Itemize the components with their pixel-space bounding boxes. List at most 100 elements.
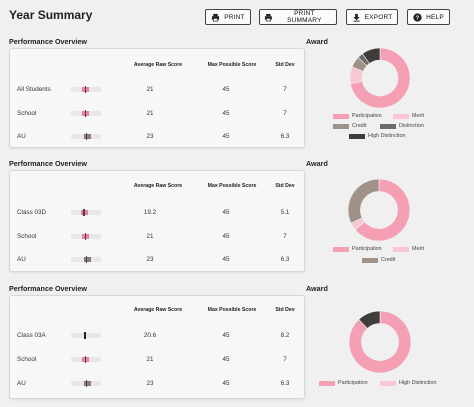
score-bar-marker xyxy=(84,332,86,339)
row-label: AU xyxy=(17,133,26,140)
avg-score: 21 xyxy=(146,233,154,240)
col-header-max: Max Possible Score xyxy=(207,62,257,68)
award-donut-chart xyxy=(349,47,411,109)
std-dev: 7 xyxy=(283,356,287,363)
donut-slice-high-distinction xyxy=(361,47,381,64)
donut-slice-high-distinction xyxy=(358,310,381,329)
legend-swatch xyxy=(393,113,409,119)
legend-swatch xyxy=(380,380,396,386)
legend-swatch xyxy=(380,123,396,129)
max-score: 45 xyxy=(222,110,230,117)
std-dev: 8.2 xyxy=(280,332,290,339)
max-score: 45 xyxy=(222,209,230,216)
award-donut-chart xyxy=(347,178,411,242)
award-title: Award xyxy=(306,284,328,293)
std-dev: 7 xyxy=(283,110,287,117)
legend-item: Participation xyxy=(333,246,382,252)
printer-icon xyxy=(264,13,272,21)
max-score: 45 xyxy=(222,256,230,263)
col-header-avg: Average Raw Score xyxy=(133,307,183,313)
score-bar-marker xyxy=(85,380,88,387)
print-button[interactable]: PRINT xyxy=(205,9,251,25)
legend-swatch xyxy=(362,257,378,263)
donut-slice-participation xyxy=(354,178,411,242)
performance-card: Average Raw Score Max Possible Score Std… xyxy=(9,48,305,148)
row-label: Class 03D xyxy=(17,209,47,216)
legend-label: Merit xyxy=(412,246,424,252)
avg-score: 20.6 xyxy=(143,332,157,339)
legend-label: Distinction xyxy=(399,123,424,129)
legend-item: High Distinction xyxy=(349,133,405,139)
award-title: Award xyxy=(306,159,328,168)
score-bar xyxy=(71,332,101,339)
award-donut-chart xyxy=(348,310,412,374)
score-bar xyxy=(71,256,101,263)
legend-swatch xyxy=(333,123,349,129)
print-summary-label: PRINT SUMMARY xyxy=(287,10,322,24)
legend-swatch xyxy=(349,133,365,139)
legend-label: Participation xyxy=(352,113,382,119)
award-title: Award xyxy=(306,37,328,46)
score-bar xyxy=(71,110,101,117)
max-score: 45 xyxy=(222,332,230,339)
row-label: School xyxy=(17,110,37,117)
donut-slice-credit xyxy=(347,178,380,224)
legend-item: Merit xyxy=(393,113,424,119)
legend-label: Participation xyxy=(352,246,382,252)
donut-slice-participation xyxy=(350,47,411,109)
row-label: School xyxy=(17,356,37,363)
col-header-max: Max Possible Score xyxy=(207,307,257,313)
svg-text:?: ? xyxy=(416,15,420,21)
legend-swatch xyxy=(333,246,349,252)
row-label: School xyxy=(17,233,37,240)
score-bar xyxy=(71,209,101,216)
score-bar-marker xyxy=(84,233,87,240)
score-bar xyxy=(71,86,101,93)
print-label: PRINT xyxy=(224,13,245,21)
legend-item: High Distinction xyxy=(380,380,436,386)
std-dev: 6.3 xyxy=(280,380,290,387)
performance-card: Average Raw Score Max Possible Score Std… xyxy=(9,170,305,272)
legend-label: Participation xyxy=(338,380,368,386)
legend-label: High Distinction xyxy=(368,133,406,139)
legend-item: Distinction xyxy=(380,123,424,129)
help-label: HELP xyxy=(426,13,444,21)
score-bar-marker xyxy=(85,133,88,140)
score-bar xyxy=(71,233,101,240)
avg-score: 21 xyxy=(146,86,154,93)
legend-item: Credit xyxy=(362,257,395,263)
avg-score: 23 xyxy=(146,380,154,387)
std-dev: 5.1 xyxy=(280,209,290,216)
row-label: All Students xyxy=(17,86,51,93)
col-header-sd: Std Dev xyxy=(275,307,295,313)
legend-label: High Distinction xyxy=(399,380,437,386)
section-title: Performance Overview xyxy=(9,37,87,46)
score-bar-marker xyxy=(83,209,85,216)
avg-score: 23 xyxy=(146,133,154,140)
col-header-avg: Average Raw Score xyxy=(133,62,183,68)
download-icon xyxy=(352,13,360,22)
score-bar-marker xyxy=(84,356,87,363)
printer-icon xyxy=(212,13,220,21)
avg-score: 23 xyxy=(146,256,154,263)
legend-label: Credit xyxy=(352,123,367,129)
std-dev: 6.3 xyxy=(280,256,290,263)
score-bar-marker xyxy=(84,110,87,117)
legend-item: Merit xyxy=(393,246,424,252)
max-score: 45 xyxy=(222,356,230,363)
export-button[interactable]: EXPORT xyxy=(346,9,398,25)
avg-score: 21 xyxy=(146,110,154,117)
print-summary-button[interactable]: PRINT SUMMARY xyxy=(259,9,337,25)
score-bar xyxy=(71,133,101,140)
section-title: Performance Overview xyxy=(9,159,87,168)
score-bar xyxy=(71,356,101,363)
performance-card: Average Raw Score Max Possible Score Std… xyxy=(9,295,305,399)
help-button[interactable]: ? HELP xyxy=(407,9,450,25)
row-label: AU xyxy=(17,380,26,387)
std-dev: 7 xyxy=(283,233,287,240)
col-header-avg: Average Raw Score xyxy=(133,183,183,189)
std-dev: 6.3 xyxy=(280,133,290,140)
col-header-max: Max Possible Score xyxy=(207,183,257,189)
row-label: AU xyxy=(17,256,26,263)
help-icon: ? xyxy=(413,12,422,22)
